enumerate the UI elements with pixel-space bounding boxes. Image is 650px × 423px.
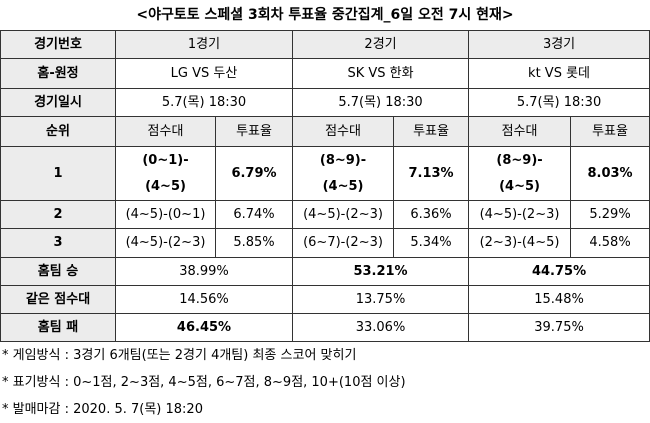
cell: LG VS 두산	[114, 58, 294, 89]
cell: 5.7(목) 18:30	[468, 88, 650, 117]
note: * 발매마감 : 2020. 5. 7(목) 18:20	[2, 402, 203, 417]
row-label: 순위	[0, 116, 116, 147]
note: * 게임방식 : 3경기 6개팀(또는 2경기 4개팀) 최종 스코어 맞히기	[2, 348, 357, 363]
cell: kt VS 롯데	[468, 58, 650, 89]
row-label: 3	[0, 228, 116, 258]
score-line: (4~5)-(0~1)	[125, 206, 206, 222]
notes: * 게임방식 : 3경기 6개팀(또는 2경기 4개팀) 최종 스코어 맞히기 *…	[2, 342, 406, 423]
row-label: 홈팀 패	[0, 313, 116, 342]
column-header: 투표율	[214, 116, 294, 147]
column-header: 점수대	[292, 116, 395, 147]
row-label: 경기번호	[0, 30, 116, 59]
column-header: 점수대	[115, 116, 216, 147]
score-line: (8~9)-	[319, 152, 367, 168]
score-line: (4~5)	[145, 178, 186, 194]
rate-cell: 6.79%	[214, 146, 294, 201]
cell: 2경기	[292, 30, 470, 59]
score-line: (4~5)-(2~3)	[303, 206, 383, 222]
score-cell: (8~9)- (4~5)	[292, 146, 395, 201]
cell: 39.75%	[468, 313, 650, 342]
note: * 표기방식 : 0~1점, 2~3점, 4~5점, 6~7점, 8~9점, 1…	[2, 375, 406, 390]
score-line: (4~5)	[322, 178, 364, 194]
score-line: (4~5)-(2~3)	[125, 235, 206, 250]
row-label: 2	[0, 200, 116, 229]
score-line: (6~7)-(2~3)	[303, 235, 383, 250]
column-header: 투표율	[570, 116, 650, 147]
row-label: 경기일시	[0, 88, 116, 117]
row-label: 1	[0, 146, 116, 201]
rate-cell: 6.36%	[393, 200, 470, 229]
cell: 1경기	[114, 30, 294, 59]
cell: 44.75%	[468, 257, 650, 286]
score-line: (4~5)-(2~3)	[479, 206, 560, 222]
rate-cell: 6.74%	[214, 200, 294, 229]
score-line: (2~3)-(4~5)	[479, 235, 560, 250]
cell: 13.75%	[292, 285, 470, 314]
cell: 46.45%	[114, 313, 294, 342]
cell: 53.21%	[292, 257, 470, 286]
score-cell: (4~5)-(2~3)	[292, 200, 395, 229]
cell: 15.48%	[468, 285, 650, 314]
table-row: 홈-원정 LG VS 두산 SK VS 한화 kt VS 롯데	[0, 58, 650, 89]
table-row: 홈팀 승 38.99% 53.21% 44.75%	[0, 257, 650, 286]
rate-cell: 5.34%	[393, 228, 470, 258]
cell: SK VS 한화	[292, 58, 470, 89]
score-cell: (4~5)-(0~1)	[115, 200, 216, 229]
cell: 33.06%	[292, 313, 470, 342]
rate-cell: 5.29%	[570, 200, 650, 229]
title: <야구토토 스페셜 3회차 투표율 중간집계_6일 오전 7시 현재>	[136, 7, 514, 23]
cell: 38.99%	[114, 257, 294, 286]
cell: 14.56%	[114, 285, 294, 314]
column-header: 투표율	[393, 116, 470, 147]
score-line: (0~1)-	[142, 152, 189, 168]
row-label: 홈팀 승	[0, 257, 116, 286]
rate-cell: 4.58%	[570, 228, 650, 258]
cell: 3경기	[468, 30, 650, 59]
column-header: 점수대	[468, 116, 572, 147]
score-cell: (2~3)-(4~5)	[468, 228, 572, 258]
table-row: 홈팀 패 46.45% 33.06% 39.75%	[0, 313, 650, 342]
table-row: 경기일시 5.7(목) 18:30 5.7(목) 18:30 5.7(목) 18:30	[0, 88, 650, 117]
row-label: 홈-원정	[0, 58, 116, 89]
score-cell: (4~5)-(2~3)	[468, 200, 572, 229]
table-row: 같은 점수대 14.56% 13.75% 15.48%	[0, 285, 650, 314]
cell: 5.7(목) 18:30	[292, 88, 470, 117]
score-cell: (6~7)-(2~3)	[292, 228, 395, 258]
rate-cell: 7.13%	[393, 146, 470, 201]
vote-table: 경기번호 1경기 2경기 3경기 홈-원정 LG VS 두산 SK VS 한화 kt VS 롯…	[0, 30, 650, 342]
row-label: 같은 점수대	[0, 285, 116, 314]
score-cell: (0~1)- (4~5)	[115, 146, 216, 201]
score-cell: (8~9)- (4~5)	[468, 146, 572, 201]
table-row: 3 (4~5)-(2~3) 5.85% (6~7)-(2~3) 5.34% (2~3)-(…	[0, 228, 650, 258]
score-line: (8~9)-	[496, 152, 543, 168]
table-row: 2 (4~5)-(0~1) 6.74% (4~5)-(2~3) 6.36% (4~5)-(…	[0, 200, 650, 229]
score-line: (4~5)	[499, 178, 540, 194]
table-row: 1 (0~1)- (4~5) 6.79% (8~9)- (4~5) 7.13% (8~9)-(…	[0, 146, 650, 201]
cell: 5.7(목) 18:30	[114, 88, 294, 117]
table-row: 순위 점수대 투표율 점수대 투표율 점수대 투표율	[0, 116, 650, 147]
table-body: 경기번호 1경기 2경기 3경기 홈-원정 LG VS 두산 SK VS 한화 kt VS 롯…	[0, 30, 650, 342]
score-cell: (4~5)-(2~3)	[115, 228, 216, 258]
table-row: 경기번호 1경기 2경기 3경기	[0, 30, 650, 59]
rate-cell: 8.03%	[570, 146, 650, 201]
rate-cell: 5.85%	[214, 228, 294, 258]
